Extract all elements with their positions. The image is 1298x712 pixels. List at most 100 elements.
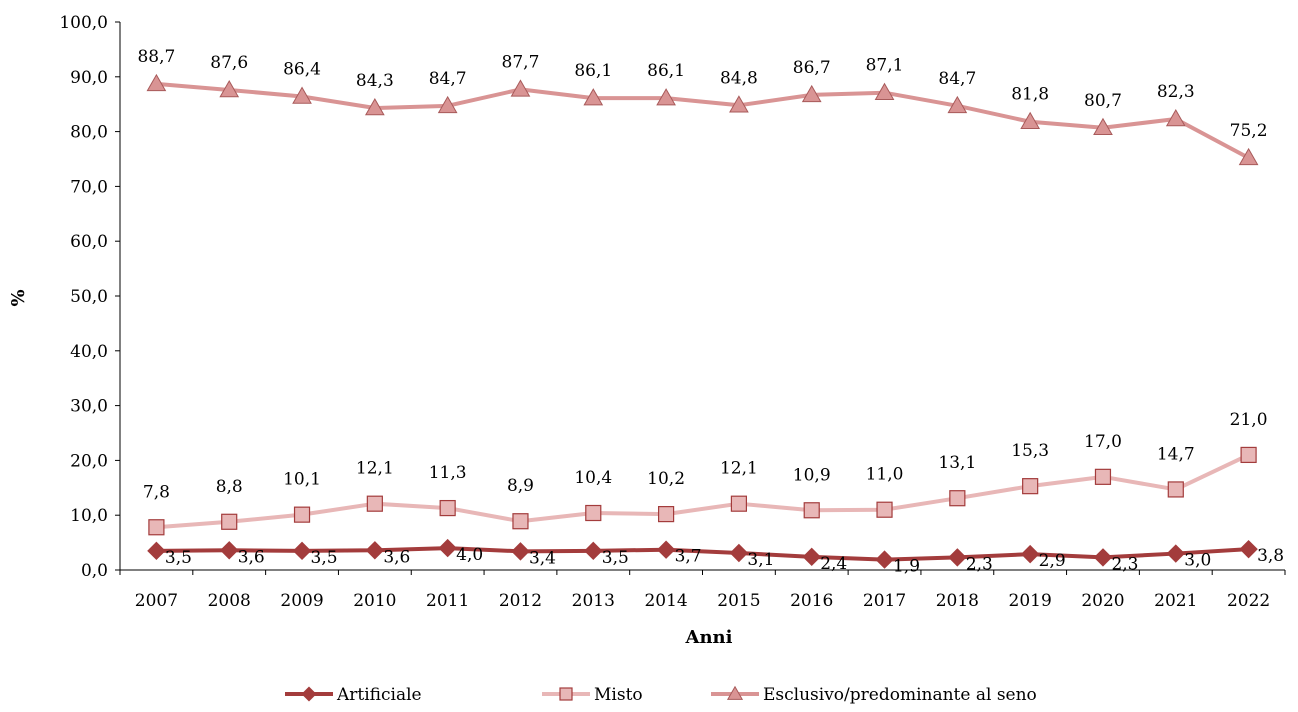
data-label: 3,5 — [602, 548, 629, 568]
point-marker — [301, 686, 317, 702]
point-marker — [585, 504, 602, 522]
x-tick-label: 2007 — [135, 591, 178, 611]
data-label: 86,7 — [793, 58, 831, 78]
point-marker — [147, 541, 166, 561]
point-marker — [439, 499, 456, 517]
point-marker — [512, 513, 529, 530]
point-marker — [583, 88, 604, 106]
point-marker — [1238, 147, 1259, 166]
point-marker — [875, 550, 894, 569]
data-label: 80,7 — [1084, 91, 1122, 111]
x-axis-title: Anni — [685, 627, 733, 648]
point-marker — [657, 506, 675, 523]
x-tick-label: 2012 — [499, 591, 542, 611]
data-label: 10,2 — [647, 469, 685, 489]
point-marker — [292, 541, 312, 561]
point-marker — [220, 541, 239, 560]
series-line — [156, 81, 1250, 160]
y-tick-label: 90,0 — [70, 68, 108, 88]
series-triangle — [146, 73, 1259, 166]
series-diamond — [147, 538, 1258, 569]
data-label: 17,0 — [1084, 432, 1122, 452]
y-tick-label: 30,0 — [70, 397, 108, 417]
data-label: 3,6 — [238, 547, 265, 567]
y-tick-label: 0,0 — [81, 561, 108, 581]
y-tick-label: 20,0 — [70, 451, 108, 471]
x-tick-label: 2017 — [863, 591, 906, 611]
point-marker — [1165, 108, 1186, 127]
data-label: 3,0 — [1184, 551, 1211, 571]
point-marker — [730, 495, 748, 512]
point-marker — [656, 88, 676, 106]
point-marker — [1166, 544, 1185, 563]
data-label: 84,7 — [429, 69, 467, 89]
point-marker — [146, 73, 167, 92]
data-label: 86,1 — [574, 61, 612, 81]
data-label: 84,7 — [938, 69, 976, 89]
x-tick-label: 2015 — [717, 591, 760, 611]
point-marker — [1167, 481, 1184, 498]
point-marker — [437, 95, 458, 114]
point-marker — [947, 95, 968, 114]
point-marker — [221, 513, 238, 530]
x-tick-label: 2014 — [644, 591, 687, 611]
data-label: 86,1 — [647, 61, 685, 81]
data-label: 87,6 — [210, 53, 248, 73]
x-tick-label: 2019 — [1009, 591, 1052, 611]
point-marker — [366, 495, 383, 512]
point-marker — [874, 82, 895, 100]
point-marker — [1020, 544, 1040, 564]
x-tick-label: 2009 — [280, 591, 323, 611]
point-marker — [293, 506, 311, 523]
point-marker — [1093, 117, 1113, 136]
data-label: 13,1 — [938, 453, 976, 473]
y-tick-label: 70,0 — [70, 177, 108, 197]
x-tick-label: 2008 — [208, 591, 251, 611]
data-label: 1,9 — [893, 557, 920, 577]
point-marker — [148, 519, 165, 536]
data-labels: 3,5 3,6 3,5 3,6 4,0 3,4 3,5 3,7 3,1 2,4 1,9 2,3 2,9 2… — [137, 47, 1284, 577]
data-label: 82,3 — [1157, 82, 1195, 102]
data-label: 8,9 — [507, 476, 534, 496]
data-label: 11,0 — [866, 465, 904, 485]
data-label: 3,1 — [747, 550, 774, 570]
legend-item: Esclusivo/predominante al seno — [711, 685, 1037, 705]
point-marker — [803, 502, 820, 519]
data-label: 4,0 — [456, 545, 483, 565]
x-tick-label: 2022 — [1227, 591, 1270, 611]
point-marker — [949, 490, 966, 507]
x-axis: 2007 2008 2009 2010 2011 2012 2013 2014 2015 2016… — [119, 569, 1286, 611]
data-label: 8,8 — [216, 477, 243, 497]
point-marker — [1093, 548, 1113, 567]
data-label: 84,8 — [720, 68, 758, 88]
data-label: 12,1 — [356, 459, 394, 479]
legend-label: Esclusivo/predominante al seno — [763, 685, 1037, 705]
y-axis-title: % — [8, 289, 29, 306]
point-marker — [729, 95, 749, 113]
data-label: 15,3 — [1011, 441, 1049, 461]
series-line — [156, 453, 1250, 530]
data-label: 11,3 — [429, 463, 467, 483]
y-tick-label: 40,0 — [70, 342, 108, 362]
point-marker — [511, 542, 530, 561]
point-marker — [438, 538, 457, 558]
series-layer — [146, 73, 1259, 569]
y-tick-label: 50,0 — [70, 287, 108, 307]
legend-label: Artificiale — [336, 685, 422, 705]
data-label: 10,1 — [283, 470, 321, 490]
x-tick-label: 2011 — [426, 591, 469, 611]
legend-item: Misto — [542, 685, 643, 705]
series-square — [148, 446, 1257, 536]
data-label: 87,1 — [866, 56, 904, 76]
data-label: 3,6 — [383, 547, 410, 567]
point-marker — [365, 541, 385, 560]
data-label: 3,8 — [1257, 546, 1284, 566]
point-marker — [876, 501, 893, 518]
y-tick-label: 80,0 — [70, 123, 108, 143]
point-marker — [559, 687, 573, 701]
point-marker — [1022, 478, 1039, 495]
data-label: 10,9 — [793, 465, 831, 485]
legend-item: Artificiale — [285, 685, 422, 705]
point-marker — [802, 547, 821, 567]
